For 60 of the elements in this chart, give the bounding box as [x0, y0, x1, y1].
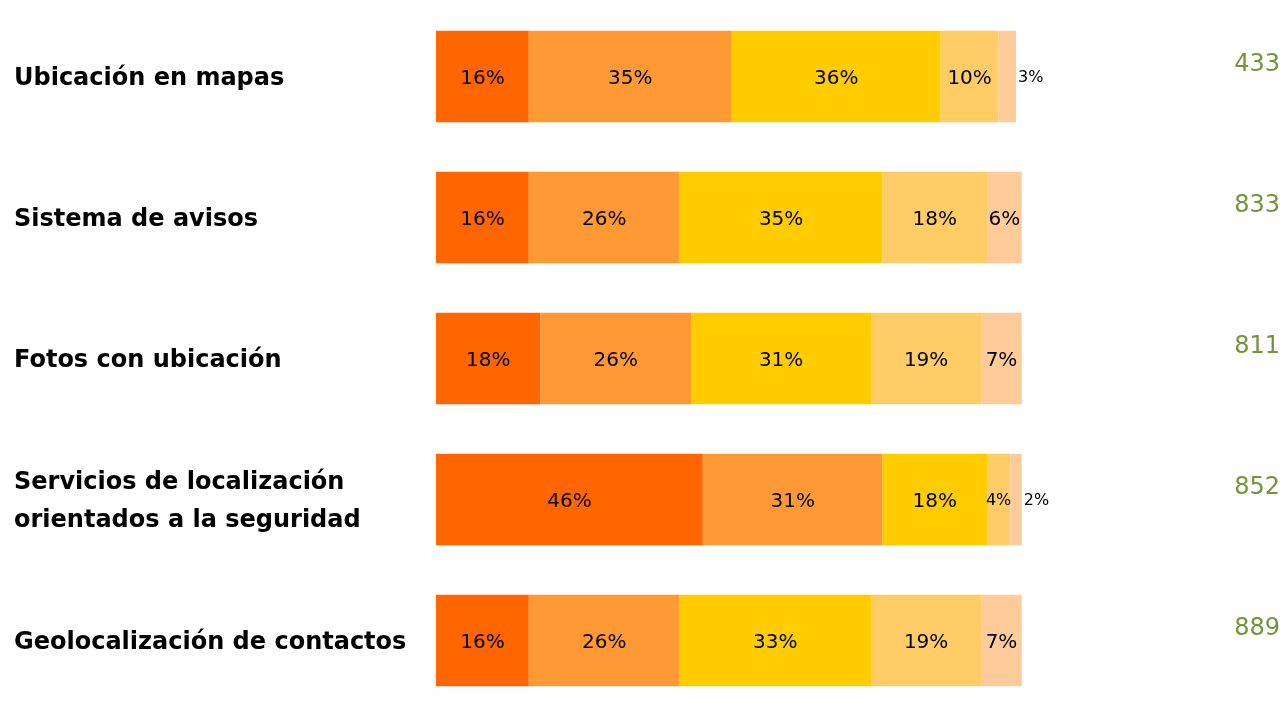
bar: [702, 453, 883, 546]
bar: [987, 453, 1011, 546]
bar: [436, 171, 529, 264]
bar: [940, 30, 999, 123]
bar: [436, 312, 541, 405]
bar: [882, 171, 987, 264]
data-label: 36%: [813, 64, 859, 89]
data-label: 26%: [581, 628, 627, 653]
data-label: 19%: [903, 346, 949, 371]
bar: [871, 594, 982, 687]
y-tick-label: Fotos con ubicación: [14, 344, 282, 373]
bar: [691, 312, 871, 405]
bar: [679, 594, 871, 687]
data-label: 7%: [985, 346, 1018, 371]
data-label: 7%: [985, 628, 1018, 653]
data-label: 4%: [985, 490, 1012, 509]
bar: [731, 30, 941, 123]
bar: [981, 594, 1022, 687]
bar: [436, 30, 529, 123]
data-label: 19%: [903, 628, 949, 653]
y-tick-label: Sistema de avisos: [14, 203, 259, 232]
data-label: 35%: [608, 64, 653, 89]
data-label: 16%: [460, 205, 505, 230]
bar: [998, 30, 1016, 123]
y-tick-label: Servicios de localización orientados a la seguridad: [14, 466, 361, 533]
text: 811: [1234, 330, 1280, 359]
data-label: 35%: [758, 205, 804, 230]
bar: [987, 171, 1022, 264]
data-label: 6%: [988, 205, 1021, 230]
data-label: 18%: [912, 487, 958, 512]
bar: [882, 453, 987, 546]
data-label: 33%: [753, 628, 798, 653]
data-label: 16%: [460, 64, 505, 89]
bar: [528, 171, 680, 264]
y-tick-label: Ubicación en mapas: [14, 62, 285, 91]
text: 433: [1234, 48, 1280, 77]
data-label: 26%: [581, 205, 627, 230]
text: 889: [1234, 612, 1280, 641]
data-label: 2%: [1023, 490, 1050, 509]
bar: [1010, 453, 1022, 546]
data-label: 26%: [593, 346, 639, 371]
data-label: 18%: [465, 346, 511, 371]
y-tick-label: Geolocalización de contactos: [14, 626, 407, 655]
bar: [871, 312, 982, 405]
data-label: 18%: [912, 205, 958, 230]
data-label: 46%: [547, 487, 592, 512]
bar: [436, 594, 529, 687]
bar: [528, 594, 680, 687]
data-label: 16%: [460, 628, 505, 653]
text: 833: [1234, 189, 1280, 218]
text: 852: [1234, 471, 1280, 500]
bar: [436, 453, 703, 546]
bar: [528, 30, 732, 123]
data-label: 31%: [770, 487, 815, 512]
data-label: 10%: [947, 64, 992, 89]
bar: [981, 312, 1022, 405]
data-label: 31%: [758, 346, 804, 371]
data-label: 3%: [1018, 67, 1044, 86]
bar: [540, 312, 692, 405]
bar: [679, 171, 883, 264]
